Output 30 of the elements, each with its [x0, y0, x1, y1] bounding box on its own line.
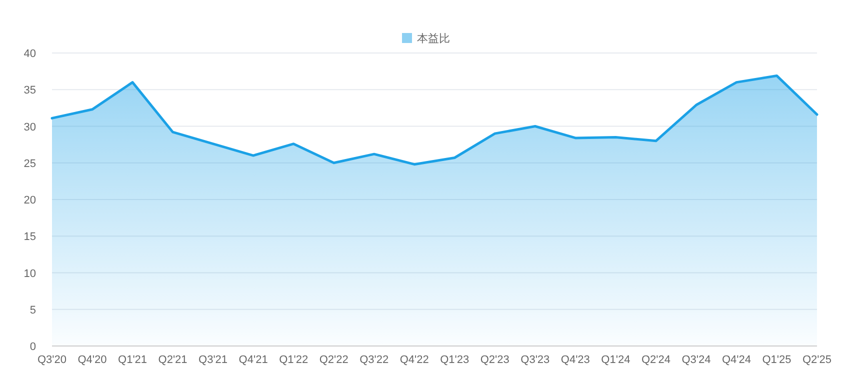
- y-tick-label: 35: [24, 84, 36, 97]
- x-tick-label: Q2'23: [480, 354, 510, 366]
- y-tick-label: 10: [24, 268, 36, 280]
- y-tick-label: 0: [30, 341, 36, 353]
- y-tick-label: 25: [24, 158, 36, 170]
- x-tick-label: Q1'25: [762, 354, 792, 366]
- x-tick-label: Q2'21: [158, 354, 188, 366]
- x-tick-label: Q1'23: [440, 354, 470, 366]
- x-tick-label: Q2'25: [802, 354, 832, 366]
- y-tick-label: 40: [24, 48, 36, 60]
- y-tick-label: 5: [30, 304, 36, 316]
- x-tick-label: Q2'24: [641, 354, 670, 366]
- x-tick-label: Q2'22: [319, 354, 348, 366]
- x-tick-label: Q1'24: [601, 354, 630, 366]
- legend-label: 本益比: [417, 32, 450, 45]
- x-tick-label: Q1'21: [118, 354, 148, 366]
- x-tick-label: Q3'23: [520, 354, 550, 366]
- x-tick-label: Q1'22: [279, 354, 308, 366]
- y-tick-label: 15: [24, 231, 36, 244]
- y-tick-label: 30: [24, 121, 36, 134]
- x-tick-label: Q4'24: [722, 354, 751, 366]
- x-tick-label: Q4'20: [78, 354, 107, 366]
- x-tick-label: Q4'23: [560, 354, 590, 366]
- y-tick-label: 20: [24, 194, 36, 206]
- x-tick-label: Q3'20: [37, 354, 67, 366]
- x-tick-label: Q4'22: [400, 354, 429, 366]
- x-tick-label: Q4'21: [238, 354, 268, 366]
- x-tick-label: Q3'22: [360, 354, 389, 366]
- x-tick-label: Q3'24: [682, 354, 711, 366]
- x-tick-label: Q3'21: [198, 354, 228, 366]
